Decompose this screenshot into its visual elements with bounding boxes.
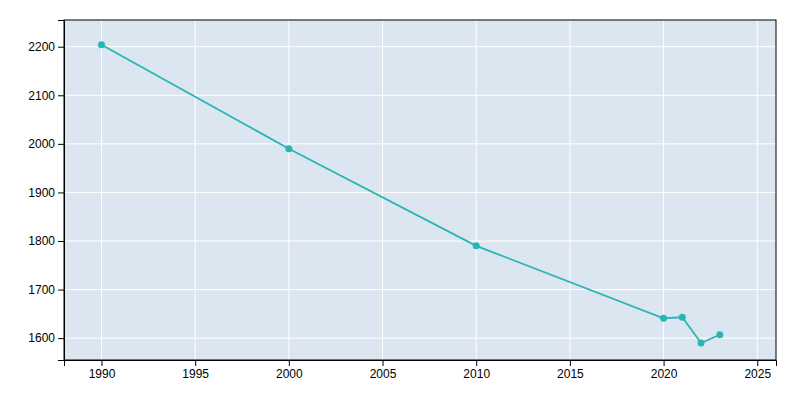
tick: 1800 (28, 234, 64, 248)
tick: 1990 (89, 360, 116, 381)
tick-label: 1900 (28, 186, 55, 200)
tick: 2000 (276, 360, 303, 381)
tick-label: 2020 (651, 367, 678, 381)
tick-label: 1990 (89, 367, 116, 381)
grid-line-y (64, 95, 776, 96)
grid-line-x (569, 20, 570, 360)
tick-mark (58, 192, 64, 193)
tick-label: 1800 (28, 234, 55, 248)
point (98, 41, 105, 48)
tick-mark (58, 95, 64, 96)
point (660, 315, 667, 322)
tick-label: 2000 (276, 367, 303, 381)
tick: 1600 (28, 331, 64, 345)
grid-line-x (288, 20, 289, 360)
tick-label: 2005 (370, 367, 397, 381)
point (679, 314, 686, 321)
tick-label: 1700 (28, 283, 55, 297)
grid-line-x (195, 20, 196, 360)
tick-label: 2025 (744, 367, 771, 381)
tick: 2200 (28, 40, 64, 54)
tick-label: 2015 (557, 367, 584, 381)
tick-label: 2100 (28, 89, 55, 103)
grid-line-x (663, 20, 664, 360)
x-axis: 1990 1995 2000 2005 2010 2015 2020 2025 (65, 360, 777, 381)
grid-line-x (382, 20, 383, 360)
tick: 2020 (651, 360, 678, 381)
tick-label: 1995 (182, 367, 209, 381)
grid-line-x (476, 20, 477, 360)
tick: 1995 (182, 360, 209, 381)
grid-line-y (64, 289, 776, 290)
plot: 1990 1995 2000 2005 2010 2015 2020 2025 1600 1700… (28, 20, 776, 381)
tick: 2025 (744, 360, 771, 381)
grid-line-y (64, 143, 776, 144)
tick: 2000 (28, 137, 64, 151)
tick-label: 2000 (28, 137, 55, 151)
tick: 2015 (557, 360, 584, 381)
grid-line-y (64, 241, 776, 242)
y-axis: 1600 1700 1800 1900 2000 2100 2200 (28, 21, 64, 361)
chart: 1990 1995 2000 2005 2010 2015 2020 2025 1600 1700… (0, 0, 800, 400)
point (285, 145, 292, 152)
tick-label: 2010 (463, 367, 490, 381)
axis-line (65, 361, 777, 367)
tick-mark (476, 360, 477, 366)
grid-line-x (101, 20, 102, 360)
tick: 1700 (28, 283, 64, 297)
plot-background (64, 20, 776, 360)
tick-label: 2200 (28, 40, 55, 54)
tick-mark (101, 360, 102, 366)
tick: 2100 (28, 89, 64, 103)
tick-mark (570, 360, 571, 366)
grid-line-y (64, 46, 776, 47)
tick-mark (383, 360, 384, 366)
grid-line-x (757, 20, 758, 360)
point (473, 242, 480, 249)
tick-mark (757, 360, 758, 366)
tick-mark (195, 360, 196, 366)
tick-mark (58, 338, 64, 339)
tick-mark (664, 360, 665, 366)
grid-line-y (64, 338, 776, 339)
tick: 2005 (370, 360, 397, 381)
marks (98, 41, 723, 346)
line (101, 45, 719, 343)
grid (64, 20, 776, 360)
tick-label: 1600 (28, 331, 55, 345)
point (698, 340, 705, 347)
tick: 1900 (28, 186, 64, 200)
tick: 2010 (463, 360, 490, 381)
tick-mark (58, 144, 64, 145)
tick-mark (58, 290, 64, 291)
plot-frame (64, 20, 776, 360)
tick-mark (58, 241, 64, 242)
tick-mark (289, 360, 290, 366)
point (716, 331, 723, 338)
tick-mark (58, 47, 64, 48)
grid-line-y (64, 192, 776, 193)
